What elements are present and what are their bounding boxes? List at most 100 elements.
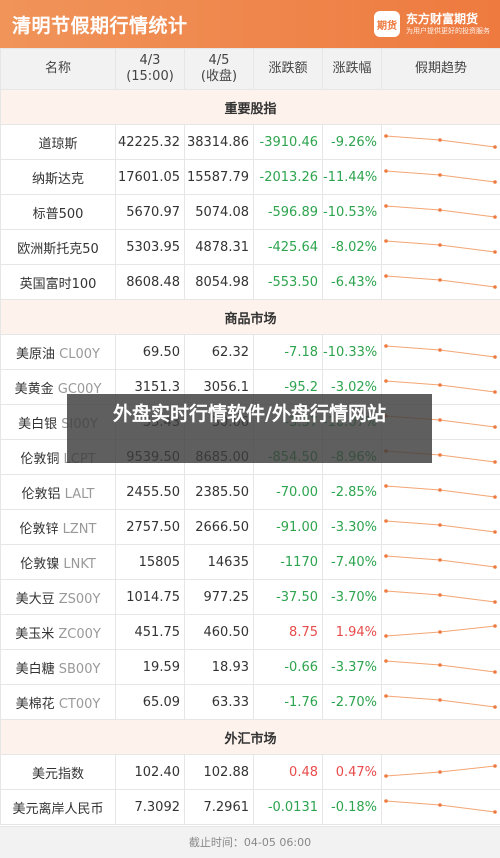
- price-after: 8054.98: [185, 265, 254, 300]
- change-pct: -10.33%: [323, 335, 382, 370]
- price-after: 5074.08: [185, 195, 254, 230]
- trend-sparkline: [382, 195, 500, 230]
- change-value: 0.48: [254, 755, 323, 790]
- brand-logo: 期货 东方财富期货 为用户提供更好的投资服务: [374, 8, 490, 40]
- change-value: -3910.46: [254, 125, 323, 160]
- change-pct: -0.18%: [323, 790, 382, 825]
- price-after: 4878.31: [185, 230, 254, 265]
- instrument-code: CL00Y: [59, 347, 100, 362]
- instrument-name: 美白糖 SB00Y: [1, 650, 116, 685]
- instrument-code: LZNT: [63, 522, 97, 537]
- price-after: 977.25: [185, 580, 254, 615]
- change-value: -2013.26: [254, 160, 323, 195]
- price-before: 5303.95: [116, 230, 185, 265]
- change-pct: -2.70%: [323, 685, 382, 720]
- change-value: -425.64: [254, 230, 323, 265]
- price-before: 15805: [116, 545, 185, 580]
- change-pct: -9.26%: [323, 125, 382, 160]
- price-before: 19.59: [116, 650, 185, 685]
- brand-icon: 期货: [374, 11, 400, 37]
- change-pct: 0.47%: [323, 755, 382, 790]
- instrument-name: 美玉米 ZC00Y: [1, 615, 116, 650]
- price-before: 65.09: [116, 685, 185, 720]
- price-before: 17601.05: [116, 160, 185, 195]
- change-pct: -11.44%: [323, 160, 382, 195]
- change-pct: -3.70%: [323, 580, 382, 615]
- change-pct: -7.40%: [323, 545, 382, 580]
- instrument-name: 美棉花 CT00Y: [1, 685, 116, 720]
- instrument-name: 道琼斯: [1, 125, 116, 160]
- trend-sparkline: [382, 475, 500, 510]
- change-value: -0.0131: [254, 790, 323, 825]
- change-pct: -3.37%: [323, 650, 382, 685]
- change-value: -596.89: [254, 195, 323, 230]
- price-after: 7.2961: [185, 790, 254, 825]
- watermark-overlay: 外盘实时行情软件/外盘行情网站: [67, 394, 432, 463]
- trend-sparkline: [382, 265, 500, 300]
- brand-name: 东方财富期货: [406, 12, 490, 26]
- change-value: -7.18: [254, 335, 323, 370]
- instrument-name: 标普500: [1, 195, 116, 230]
- col-pct: 涨跌幅: [323, 49, 382, 90]
- price-before: 5670.97: [116, 195, 185, 230]
- instrument-name: 伦敦铝 LALT: [1, 475, 116, 510]
- instrument-code: LALT: [65, 487, 95, 502]
- col-date2: 4/5(收盘): [185, 49, 254, 90]
- instrument-code: LNKT: [63, 557, 95, 572]
- instrument-code: SB00Y: [59, 662, 101, 677]
- trend-sparkline: [382, 650, 500, 685]
- change-pct: -6.43%: [323, 265, 382, 300]
- change-pct: -3.30%: [323, 510, 382, 545]
- col-trend: 假期趋势: [382, 49, 500, 90]
- price-before: 2455.50: [116, 475, 185, 510]
- instrument-name: 美元指数: [1, 755, 116, 790]
- price-after: 460.50: [185, 615, 254, 650]
- price-after: 14635: [185, 545, 254, 580]
- change-pct: -2.85%: [323, 475, 382, 510]
- change-value: -70.00: [254, 475, 323, 510]
- instrument-code: ZS00Y: [59, 592, 101, 607]
- page-title: 清明节假期行情统计: [12, 11, 188, 38]
- price-before: 69.50: [116, 335, 185, 370]
- trend-sparkline: [382, 230, 500, 265]
- col-name: 名称: [1, 49, 116, 90]
- change-pct: -10.53%: [323, 195, 382, 230]
- price-before: 42225.32: [116, 125, 185, 160]
- section-title: 重要股指: [1, 90, 500, 125]
- instrument-name: 美元离岸人民币: [1, 790, 116, 825]
- instrument-name: 纳斯达克: [1, 160, 116, 195]
- price-before: 7.3092: [116, 790, 185, 825]
- trend-sparkline: [382, 125, 500, 160]
- instrument-name: 美原油 CL00Y: [1, 335, 116, 370]
- header-bar: 清明节假期行情统计 期货 东方财富期货 为用户提供更好的投资服务: [0, 0, 500, 48]
- change-pct: -8.02%: [323, 230, 382, 265]
- price-after: 2385.50: [185, 475, 254, 510]
- price-after: 15587.79: [185, 160, 254, 195]
- trend-sparkline: [382, 335, 500, 370]
- change-value: -0.66: [254, 650, 323, 685]
- trend-sparkline: [382, 510, 500, 545]
- col-change: 涨跌额: [254, 49, 323, 90]
- price-before: 451.75: [116, 615, 185, 650]
- change-value: 8.75: [254, 615, 323, 650]
- change-value: -37.50: [254, 580, 323, 615]
- change-value: -91.00: [254, 510, 323, 545]
- trend-sparkline: [382, 545, 500, 580]
- price-before: 1014.75: [116, 580, 185, 615]
- footer-timestamp: 截止时间：04-05 06:00: [0, 826, 500, 858]
